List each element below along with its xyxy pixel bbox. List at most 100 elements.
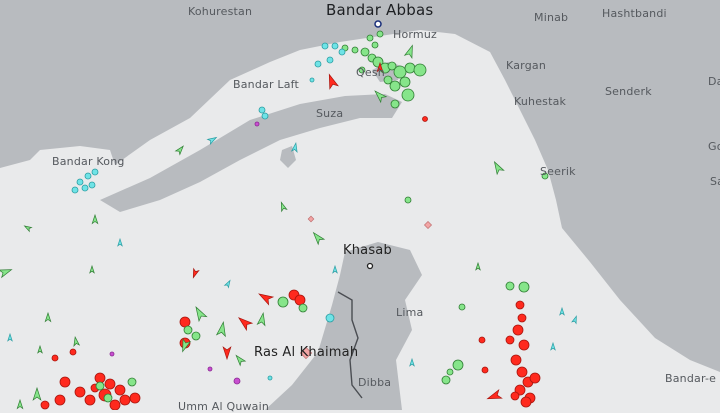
vessel-marker[interactable] <box>393 65 407 79</box>
vessel-marker[interactable] <box>207 366 213 372</box>
vessel-marker[interactable] <box>71 186 79 194</box>
vessel-marker[interactable] <box>59 376 71 388</box>
vessel-marker[interactable] <box>95 381 105 391</box>
vessel-arrow-marker[interactable] <box>372 88 388 104</box>
vessel-marker[interactable] <box>516 366 528 378</box>
vessel-marker[interactable] <box>515 300 525 310</box>
vessel-marker[interactable] <box>481 366 489 374</box>
vessel-marker[interactable] <box>258 106 266 114</box>
vessel-arrow-marker[interactable] <box>559 306 565 316</box>
vessel-marker[interactable] <box>358 66 366 74</box>
vessel-marker[interactable] <box>321 42 329 50</box>
vessel-marker[interactable] <box>541 172 549 180</box>
vessel-marker[interactable] <box>119 394 131 406</box>
vessel-marker[interactable] <box>109 399 121 410</box>
vessel-arrow-marker[interactable] <box>44 311 52 323</box>
vessel-marker[interactable] <box>91 168 99 176</box>
vessel-marker[interactable] <box>69 348 77 356</box>
vessel-marker[interactable] <box>338 48 346 56</box>
vessel-marker[interactable] <box>401 88 415 102</box>
vessel-arrow-marker[interactable] <box>256 311 267 327</box>
vessel-marker[interactable] <box>267 375 273 381</box>
vessel-marker[interactable] <box>404 62 416 74</box>
vessel-marker[interactable] <box>366 34 374 42</box>
vessel-arrow-marker[interactable] <box>311 230 326 246</box>
vessel-arrow-marker[interactable] <box>215 321 228 338</box>
vessel-marker[interactable] <box>452 359 464 371</box>
vessel-marker[interactable] <box>399 76 411 88</box>
vessel-arrow-marker[interactable] <box>571 315 578 325</box>
vessel-marker[interactable] <box>390 99 400 109</box>
vessel-diamond-marker[interactable] <box>423 220 433 230</box>
vessel-arrow-marker[interactable] <box>91 213 99 225</box>
vessel-marker[interactable] <box>261 112 269 120</box>
vessel-marker[interactable] <box>360 47 370 57</box>
vessel-marker[interactable] <box>84 172 92 180</box>
vessel-marker[interactable] <box>309 77 315 83</box>
vessel-arrow-marker[interactable] <box>325 73 339 90</box>
vessel-marker[interactable] <box>510 391 520 401</box>
vessel-marker[interactable] <box>88 181 96 189</box>
vessel-marker[interactable] <box>331 42 339 50</box>
vessel-marker[interactable] <box>191 331 201 341</box>
vessel-marker[interactable] <box>127 377 137 387</box>
vessel-marker[interactable] <box>84 394 96 406</box>
vessel-arrow-marker[interactable] <box>290 141 299 153</box>
vessel-marker[interactable] <box>103 393 113 403</box>
vessel-arrow-marker[interactable] <box>117 237 123 247</box>
vessel-marker[interactable] <box>389 80 401 92</box>
vessel-arrow-marker[interactable] <box>7 332 13 342</box>
vessel-arrow-marker[interactable] <box>72 335 81 347</box>
vessel-arrow-marker[interactable] <box>332 264 338 274</box>
port-icon[interactable] <box>374 20 382 28</box>
vessel-marker[interactable] <box>520 396 532 408</box>
vessel-arrow-marker[interactable] <box>16 398 24 410</box>
vessel-arrow-marker[interactable] <box>191 267 200 279</box>
vessel-marker[interactable] <box>518 339 530 351</box>
vessel-marker[interactable] <box>109 351 115 357</box>
vessel-marker[interactable] <box>325 313 335 323</box>
vessel-marker[interactable] <box>294 294 306 306</box>
vessel-marker[interactable] <box>183 325 193 335</box>
vessel-arrow-marker[interactable] <box>376 61 384 73</box>
vessel-marker[interactable] <box>505 335 515 345</box>
vessel-marker[interactable] <box>458 303 466 311</box>
vessel-marker[interactable] <box>114 384 126 396</box>
vessel-arrow-marker[interactable] <box>179 337 192 353</box>
vessel-marker[interactable] <box>254 121 260 127</box>
vessel-marker[interactable] <box>74 386 86 398</box>
vessel-arrow-marker[interactable] <box>279 201 288 213</box>
vessel-diamond-marker[interactable] <box>307 215 315 223</box>
vessel-marker[interactable] <box>51 354 59 362</box>
vessel-arrow-marker[interactable] <box>206 135 218 146</box>
vessel-marker[interactable] <box>277 296 289 308</box>
vessel-arrow-marker[interactable] <box>491 160 505 176</box>
vessel-marker[interactable] <box>422 116 428 122</box>
vessel-marker[interactable] <box>404 196 412 204</box>
vessel-marker[interactable] <box>40 400 50 410</box>
vessel-arrow-marker[interactable] <box>223 279 232 289</box>
vessel-arrow-marker[interactable] <box>475 261 481 271</box>
vessel-marker[interactable] <box>376 30 384 38</box>
vessel-arrow-marker[interactable] <box>550 341 556 351</box>
vessel-arrow-marker[interactable] <box>32 386 42 401</box>
vessel-arrow-marker[interactable] <box>409 357 415 367</box>
vessel-marker[interactable] <box>179 316 191 328</box>
vessel-marker[interactable] <box>326 56 334 64</box>
vessel-marker[interactable] <box>446 368 454 376</box>
vessel-marker[interactable] <box>510 354 522 366</box>
vessel-arrow-marker[interactable] <box>174 144 186 156</box>
vessel-arrow-marker[interactable] <box>89 264 95 274</box>
vessel-marker[interactable] <box>351 46 359 54</box>
vessel-marker[interactable] <box>387 61 397 71</box>
vessel-marker[interactable] <box>76 178 84 186</box>
vessel-arrow-marker[interactable] <box>486 389 503 403</box>
vessel-marker[interactable] <box>129 392 141 404</box>
vessel-marker[interactable] <box>478 336 486 344</box>
vessel-marker[interactable] <box>94 372 106 384</box>
vessel-arrow-marker[interactable] <box>234 353 247 367</box>
vessel-arrow-marker[interactable] <box>222 346 232 361</box>
vessel-marker[interactable] <box>54 394 66 406</box>
vessel-marker[interactable] <box>441 375 451 385</box>
